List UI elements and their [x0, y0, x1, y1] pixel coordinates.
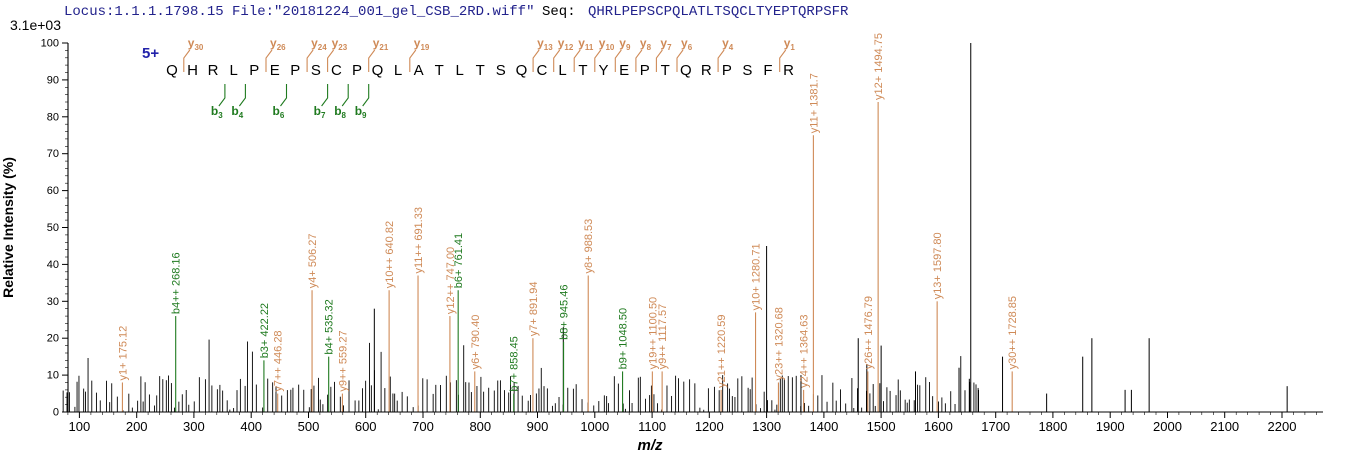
svg-text:b4++ 268.16: b4++ 268.16 — [171, 252, 183, 314]
svg-text:P: P — [640, 62, 650, 79]
svg-text:L: L — [456, 62, 464, 79]
svg-text:b4+ 535.32: b4+ 535.32 — [324, 299, 336, 354]
svg-text:Q: Q — [680, 62, 692, 79]
svg-text:T: T — [435, 62, 444, 79]
svg-text:10: 10 — [47, 370, 59, 382]
svg-text:100: 100 — [41, 38, 59, 50]
svg-text:Q: Q — [166, 62, 178, 79]
svg-text:T: T — [578, 62, 587, 79]
svg-text:Q: Q — [372, 62, 384, 79]
svg-text:50: 50 — [47, 222, 59, 234]
svg-text:F: F — [763, 62, 772, 79]
svg-text:T: T — [661, 62, 670, 79]
svg-text:Seq:: Seq: — [542, 4, 576, 20]
svg-text:y7+ 891.94: y7+ 891.94 — [528, 281, 540, 336]
svg-text:y11+ 1381.7: y11+ 1381.7 — [808, 73, 820, 133]
svg-text:1300: 1300 — [752, 419, 781, 434]
svg-text:T: T — [476, 62, 485, 79]
svg-text:800: 800 — [469, 419, 491, 434]
svg-text:y21++ 1220.59: y21++ 1220.59 — [716, 314, 728, 387]
svg-text:b7+ 858.45: b7+ 858.45 — [509, 336, 521, 391]
svg-text:b3+ 422.22: b3+ 422.22 — [259, 303, 271, 358]
svg-text:Relative Intensity (%): Relative Intensity (%) — [0, 157, 16, 298]
svg-text:1400: 1400 — [809, 419, 838, 434]
svg-text:b8+ 945.46: b8+ 945.46 — [559, 285, 571, 340]
svg-text:1100: 1100 — [638, 419, 666, 434]
svg-text:90: 90 — [47, 74, 59, 86]
svg-text:P: P — [352, 62, 362, 79]
svg-text:1900: 1900 — [1096, 419, 1125, 434]
svg-text:Locus:1.1.1.1798.15 File:"2018: Locus:1.1.1.1798.15 File:"20181224_001_g… — [64, 4, 534, 20]
svg-text:P: P — [249, 62, 259, 79]
svg-text:H: H — [187, 62, 198, 79]
svg-text:y1+ 175.12: y1+ 175.12 — [117, 326, 129, 381]
svg-text:y8+ 988.53: y8+ 988.53 — [583, 219, 595, 274]
svg-text:E: E — [270, 62, 280, 79]
svg-text:Q: Q — [516, 62, 528, 79]
svg-text:y7++ 446.28: y7++ 446.28 — [273, 330, 285, 391]
svg-text:R: R — [783, 62, 794, 79]
svg-text:y23++ 1320.68: y23++ 1320.68 — [773, 307, 785, 380]
svg-text:20: 20 — [47, 333, 59, 345]
svg-text:1600: 1600 — [924, 419, 953, 434]
svg-text:300: 300 — [183, 419, 205, 434]
svg-text:Y: Y — [598, 62, 608, 79]
svg-text:R: R — [701, 62, 712, 79]
svg-text:S: S — [742, 62, 752, 79]
svg-text:R: R — [208, 62, 219, 79]
svg-text:60: 60 — [47, 185, 59, 197]
svg-text:1200: 1200 — [695, 419, 724, 434]
svg-text:y11++ 691.33: y11++ 691.33 — [413, 207, 425, 273]
svg-text:2200: 2200 — [1268, 419, 1297, 434]
svg-text:1800: 1800 — [1038, 419, 1067, 434]
svg-text:2000: 2000 — [1153, 419, 1182, 434]
svg-text:E: E — [619, 62, 629, 79]
svg-text:y24++ 1364.63: y24++ 1364.63 — [799, 314, 811, 387]
svg-text:0: 0 — [53, 407, 59, 419]
svg-text:200: 200 — [126, 419, 148, 434]
svg-text:L: L — [558, 62, 566, 79]
svg-text:400: 400 — [240, 419, 262, 434]
svg-text:y30++ 1728.85: y30++ 1728.85 — [1007, 296, 1019, 369]
svg-text:600: 600 — [355, 419, 377, 434]
svg-text:L: L — [394, 62, 402, 79]
svg-text:1000: 1000 — [580, 419, 609, 434]
svg-text:y12+ 1494.75: y12+ 1494.75 — [873, 33, 885, 100]
svg-text:30: 30 — [47, 296, 59, 308]
svg-text:y6+ 790.40: y6+ 790.40 — [470, 315, 482, 370]
svg-text:P: P — [722, 62, 732, 79]
svg-text:1500: 1500 — [867, 419, 896, 434]
svg-text:y4+ 506.27: y4+ 506.27 — [307, 233, 319, 288]
svg-text:40: 40 — [47, 259, 59, 271]
svg-text:5+: 5+ — [142, 45, 159, 62]
svg-text:m/z: m/z — [637, 437, 663, 454]
svg-text:P: P — [290, 62, 300, 79]
svg-text:A: A — [414, 62, 424, 79]
svg-text:80: 80 — [47, 111, 59, 123]
svg-text:b6+ 761.41: b6+ 761.41 — [453, 233, 465, 288]
svg-text:900: 900 — [527, 419, 549, 434]
svg-text:b9+ 1048.50: b9+ 1048.50 — [618, 308, 630, 369]
svg-text:y9++ 1117.57: y9++ 1117.57 — [657, 304, 669, 370]
svg-text:S: S — [311, 62, 321, 79]
svg-text:L: L — [230, 62, 238, 79]
svg-text:3.1e+03: 3.1e+03 — [10, 17, 61, 33]
svg-text:70: 70 — [47, 148, 59, 160]
svg-text:y13+ 1597.80: y13+ 1597.80 — [932, 232, 944, 299]
svg-text:700: 700 — [412, 419, 434, 434]
svg-text:C: C — [536, 62, 547, 79]
svg-text:y26++ 1476.79: y26++ 1476.79 — [863, 296, 875, 369]
svg-text:y9++ 559.27: y9++ 559.27 — [337, 330, 349, 391]
svg-text:QHRLPEPSCPQLATLTSQCLTYEPTQRPSF: QHRLPEPSCPQLATLTSQCLTYEPTQRPSFR — [588, 4, 849, 20]
svg-text:500: 500 — [298, 419, 320, 434]
svg-text:1700: 1700 — [981, 419, 1010, 434]
svg-text:100: 100 — [69, 419, 91, 434]
svg-text:C: C — [331, 62, 342, 79]
svg-text:2100: 2100 — [1210, 419, 1239, 434]
svg-text:y10+ 1280.71: y10+ 1280.71 — [751, 243, 763, 310]
svg-text:S: S — [496, 62, 506, 79]
svg-text:y10++ 640.82: y10++ 640.82 — [384, 221, 396, 288]
